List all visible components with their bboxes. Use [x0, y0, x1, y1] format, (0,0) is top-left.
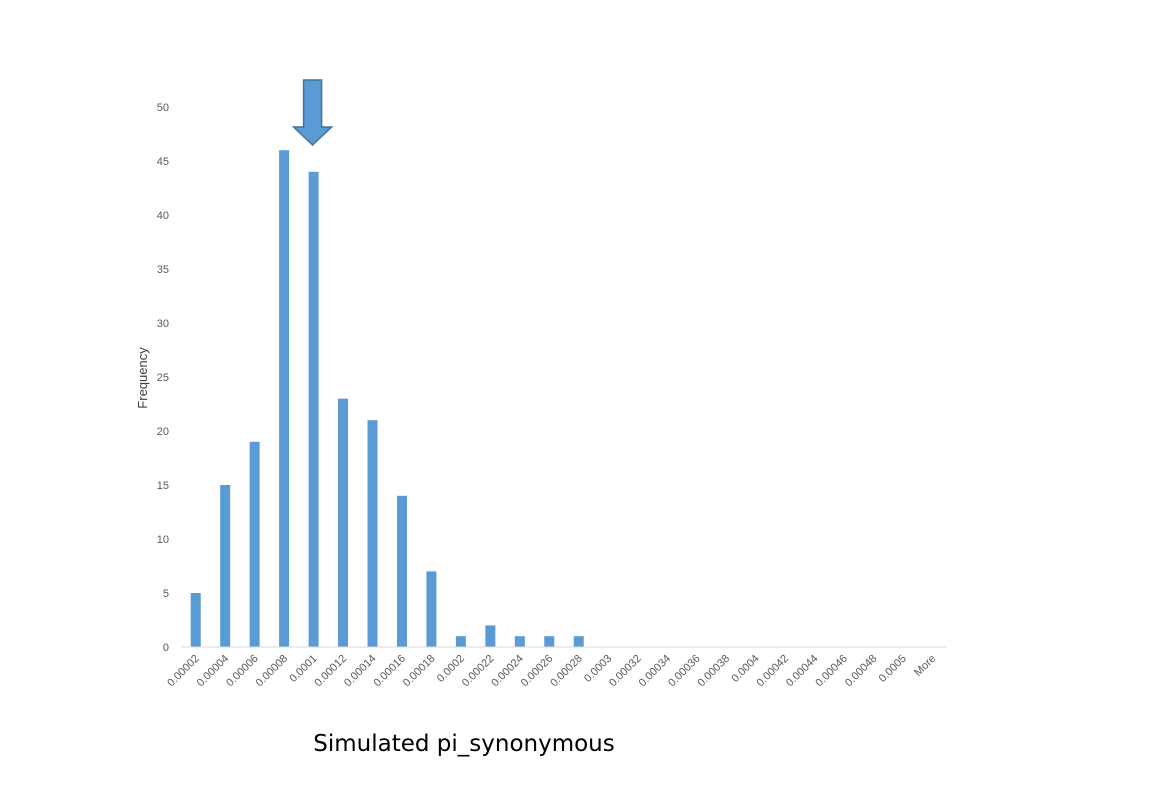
- y-tick-label: 10: [157, 534, 169, 546]
- bar: [367, 420, 378, 647]
- x-tick-label: 0.00018: [401, 653, 438, 690]
- y-tick-label: 45: [157, 156, 169, 168]
- bar: [338, 398, 349, 647]
- bar: [544, 636, 555, 647]
- y-tick-label: 50: [157, 102, 169, 114]
- x-tick-label: 0.0005: [877, 653, 909, 685]
- y-tick-label: 0: [163, 642, 169, 654]
- x-tick-label: More: [912, 653, 938, 679]
- bar: [308, 171, 319, 648]
- bar: [249, 441, 260, 647]
- x-tick-label: 0.00038: [696, 653, 733, 690]
- x-tick-label: 0.00028: [548, 653, 585, 690]
- bar: [190, 593, 201, 647]
- bar: [426, 571, 437, 647]
- bar: [279, 150, 290, 647]
- bar: [220, 485, 231, 647]
- down-arrow-annotation: [291, 79, 334, 147]
- y-axis-ticks: 0 5 10 15 20 25 30 35 40 45 50: [157, 102, 169, 654]
- bars: [190, 150, 584, 648]
- x-axis-title: Simulated pi_synonymous: [313, 731, 615, 757]
- bar: [396, 495, 407, 647]
- bar: [514, 636, 525, 647]
- y-tick-label: 40: [157, 210, 169, 222]
- bar: [573, 636, 584, 647]
- y-tick-label: 15: [157, 480, 169, 492]
- y-tick-label: 5: [163, 588, 169, 600]
- x-tick-label: 0.00048: [843, 653, 880, 690]
- x-axis-ticks: 0.000020.000040.000060.000080.00010.0001…: [165, 653, 938, 690]
- y-tick-label: 25: [157, 372, 169, 384]
- bar: [485, 625, 496, 647]
- y-tick-label: 35: [157, 264, 169, 276]
- annotations: [291, 79, 334, 147]
- y-axis-title: Frequency: [135, 347, 150, 409]
- y-tick-label: 30: [157, 318, 169, 330]
- x-tick-label: 0.00008: [254, 653, 291, 690]
- bar: [455, 636, 466, 647]
- y-tick-label: 20: [157, 426, 169, 438]
